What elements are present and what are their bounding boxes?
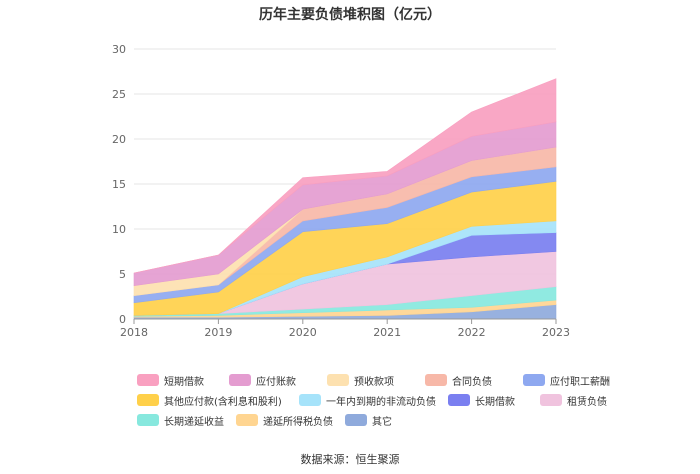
- legend-swatch: [229, 374, 251, 386]
- chart-title: 历年主要负债堆积图（亿元）: [259, 7, 441, 23]
- legend-label: 递延所得税负债: [263, 416, 333, 428]
- legend-swatch: [137, 394, 159, 406]
- axes: 0 5 10 15 20 25 30 2018 2019 2020 2021 2022 2023: [112, 43, 570, 339]
- legend-swatch: [137, 414, 159, 426]
- y-tick-label: 15: [112, 178, 126, 191]
- x-tick-label: 2022: [458, 326, 486, 339]
- legend-swatch: [523, 374, 545, 386]
- legend-label: 预收款项: [354, 376, 394, 388]
- x-tick-label: 2019: [204, 326, 232, 339]
- y-tick-label: 25: [112, 88, 126, 101]
- legend-item[interactable]: 预收款项: [327, 373, 413, 388]
- area-series-短期借款: [133, 78, 557, 274]
- legend-swatch: [137, 374, 159, 386]
- legend-swatch: [299, 394, 321, 406]
- legend-row: 其他应付款(含利息和股利) 一年内到期的非流动负债 长期借款 租赁负债: [137, 390, 657, 410]
- legend-item[interactable]: 应付账款: [229, 373, 315, 388]
- data-source: 数据来源：恒生聚源: [300, 453, 400, 466]
- legend-swatch: [448, 394, 470, 406]
- legend-item[interactable]: 应付职工薪酬: [523, 373, 610, 388]
- legend-label: 合同负债: [452, 376, 492, 388]
- legend-row: 短期借款 应付账款 预收款项 合同负债 应付职工薪酬: [137, 370, 657, 390]
- legend-swatch: [425, 374, 447, 386]
- legend-item[interactable]: 长期借款: [448, 393, 528, 408]
- x-tick-label: 2023: [542, 326, 570, 339]
- y-tick-label: 0: [119, 313, 126, 326]
- legend-label: 应付账款: [256, 376, 296, 388]
- legend-item[interactable]: 递延所得税负债: [236, 413, 333, 428]
- legend-label: 长期借款: [475, 396, 515, 408]
- y-tick-label: 5: [119, 268, 126, 281]
- area-series: [133, 78, 557, 320]
- legend-item[interactable]: 长期递延收益: [137, 413, 224, 428]
- x-tick-label: 2018: [120, 326, 148, 339]
- legend-item[interactable]: 合同负债: [425, 373, 511, 388]
- legend-label: 短期借款: [164, 376, 204, 388]
- legend-item[interactable]: 其它: [345, 413, 431, 428]
- legend-swatch: [540, 394, 562, 406]
- y-tick-label: 10: [112, 223, 126, 236]
- stacked-area-chart: 0 5 10 15 20 25 30 2018 2019 2020 2021 2022 2023: [112, 43, 570, 339]
- legend-label: 一年内到期的非流动负债: [326, 396, 436, 408]
- legend-row: 长期递延收益 递延所得税负债 其它: [137, 410, 657, 430]
- legend-swatch: [236, 414, 258, 426]
- legend-label: 应付职工薪酬: [550, 376, 610, 388]
- legend-label: 长期递延收益: [164, 416, 224, 428]
- legend-item[interactable]: 一年内到期的非流动负债: [299, 393, 436, 408]
- legend-item[interactable]: 短期借款: [137, 373, 217, 388]
- legend-item[interactable]: 其他应付款(含利息和股利): [137, 393, 287, 408]
- legend-swatch: [327, 374, 349, 386]
- y-tick-label: 30: [112, 43, 126, 56]
- x-tick-label: 2020: [289, 326, 317, 339]
- legend-label: 租赁负债: [567, 396, 607, 408]
- legend: 短期借款 应付账款 预收款项 合同负债 应付职工薪酬其他应付款(含利息和股利) 一年内到期…: [137, 370, 657, 430]
- legend-swatch: [345, 414, 367, 426]
- legend-label: 其他应付款(含利息和股利): [164, 396, 282, 408]
- legend-label: 其它: [372, 416, 392, 428]
- x-tick-label: 2021: [373, 326, 401, 339]
- legend-item[interactable]: 租赁负债: [540, 393, 620, 408]
- y-tick-label: 20: [112, 133, 126, 146]
